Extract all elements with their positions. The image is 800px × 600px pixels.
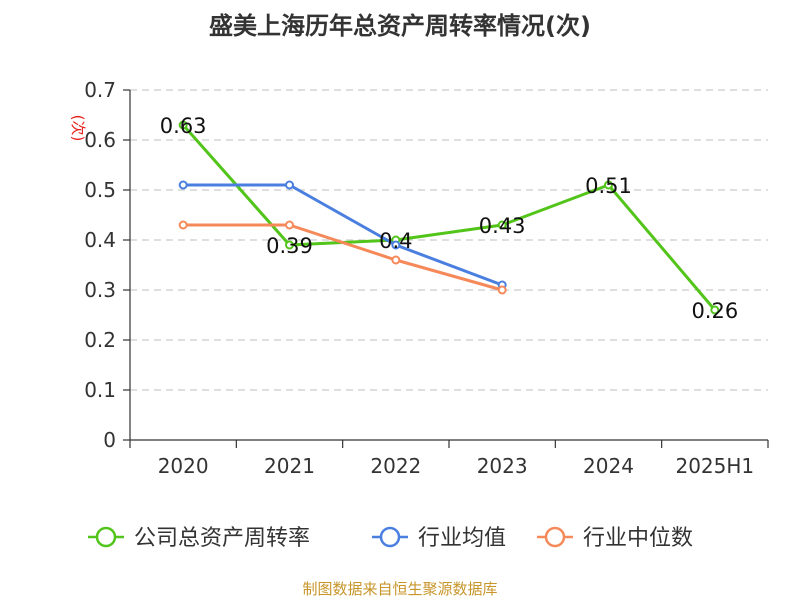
y-tick-label: 0.6 bbox=[84, 128, 116, 152]
series-lines bbox=[178, 120, 720, 315]
y-tick-label: 0.2 bbox=[84, 328, 116, 352]
data-labels: 0.63 0.39 0.4 0.43 0.51 0.26 bbox=[160, 114, 738, 323]
x-tick-label: 2020 bbox=[158, 454, 209, 478]
gridlines bbox=[130, 89, 768, 391]
legend-label: 行业中位数 bbox=[583, 526, 693, 551]
series-line bbox=[182, 124, 716, 311]
legend: 公司总资产周转率 行业均值 行业中位数 bbox=[88, 526, 693, 551]
legend-label: 公司总资产周转率 bbox=[134, 526, 310, 551]
data-point bbox=[497, 220, 507, 230]
data-label: 0.39 bbox=[266, 234, 313, 258]
y-axis-label: (次) bbox=[69, 115, 87, 142]
y-tick-label: 0.5 bbox=[84, 178, 116, 202]
data-point bbox=[285, 240, 294, 250]
data-label: 0.26 bbox=[691, 299, 738, 323]
data-label: 0.51 bbox=[585, 174, 632, 198]
chart-title: 盛美上海历年总资产周转率情况(次) bbox=[209, 12, 591, 40]
legend-marker bbox=[95, 526, 117, 548]
series-line bbox=[183, 183, 503, 287]
data-point bbox=[285, 180, 294, 190]
y-tick-label: 0.3 bbox=[84, 278, 116, 302]
x-tick-label: 2022 bbox=[370, 454, 421, 478]
data-point bbox=[391, 255, 401, 265]
y-tick-label: 0.4 bbox=[84, 228, 116, 252]
y-tick-label: 0.1 bbox=[84, 378, 116, 402]
data-label: 0.43 bbox=[479, 214, 526, 238]
x-tick-label: 2025H1 bbox=[675, 454, 754, 478]
data-label: 0.63 bbox=[160, 114, 207, 138]
data-point bbox=[285, 220, 294, 230]
y-tick-label: 0 bbox=[103, 428, 116, 452]
y-tick-label: 0.7 bbox=[84, 78, 116, 102]
legend-marker bbox=[544, 526, 566, 548]
data-point bbox=[391, 240, 401, 250]
axes: 0 0.1 0.2 0.3 0.4 0.5 0.6 0.7 2020 2021 2022 2023 20… bbox=[69, 78, 769, 478]
data-point bbox=[178, 120, 188, 130]
data-point bbox=[178, 220, 188, 230]
data-point bbox=[710, 305, 720, 315]
legend-marker bbox=[379, 526, 401, 548]
data-point bbox=[178, 180, 188, 190]
x-tick-label: 2023 bbox=[477, 454, 528, 478]
x-tick-label: 2021 bbox=[264, 454, 315, 478]
series-line bbox=[183, 223, 503, 292]
legend-label: 行业均值 bbox=[418, 526, 506, 551]
data-label: 0.4 bbox=[379, 229, 412, 253]
data-point bbox=[604, 180, 613, 190]
source-note: 制图数据来自恒生聚源数据库 bbox=[302, 580, 498, 598]
x-tick-label: 2024 bbox=[583, 454, 634, 478]
data-point bbox=[497, 285, 507, 295]
